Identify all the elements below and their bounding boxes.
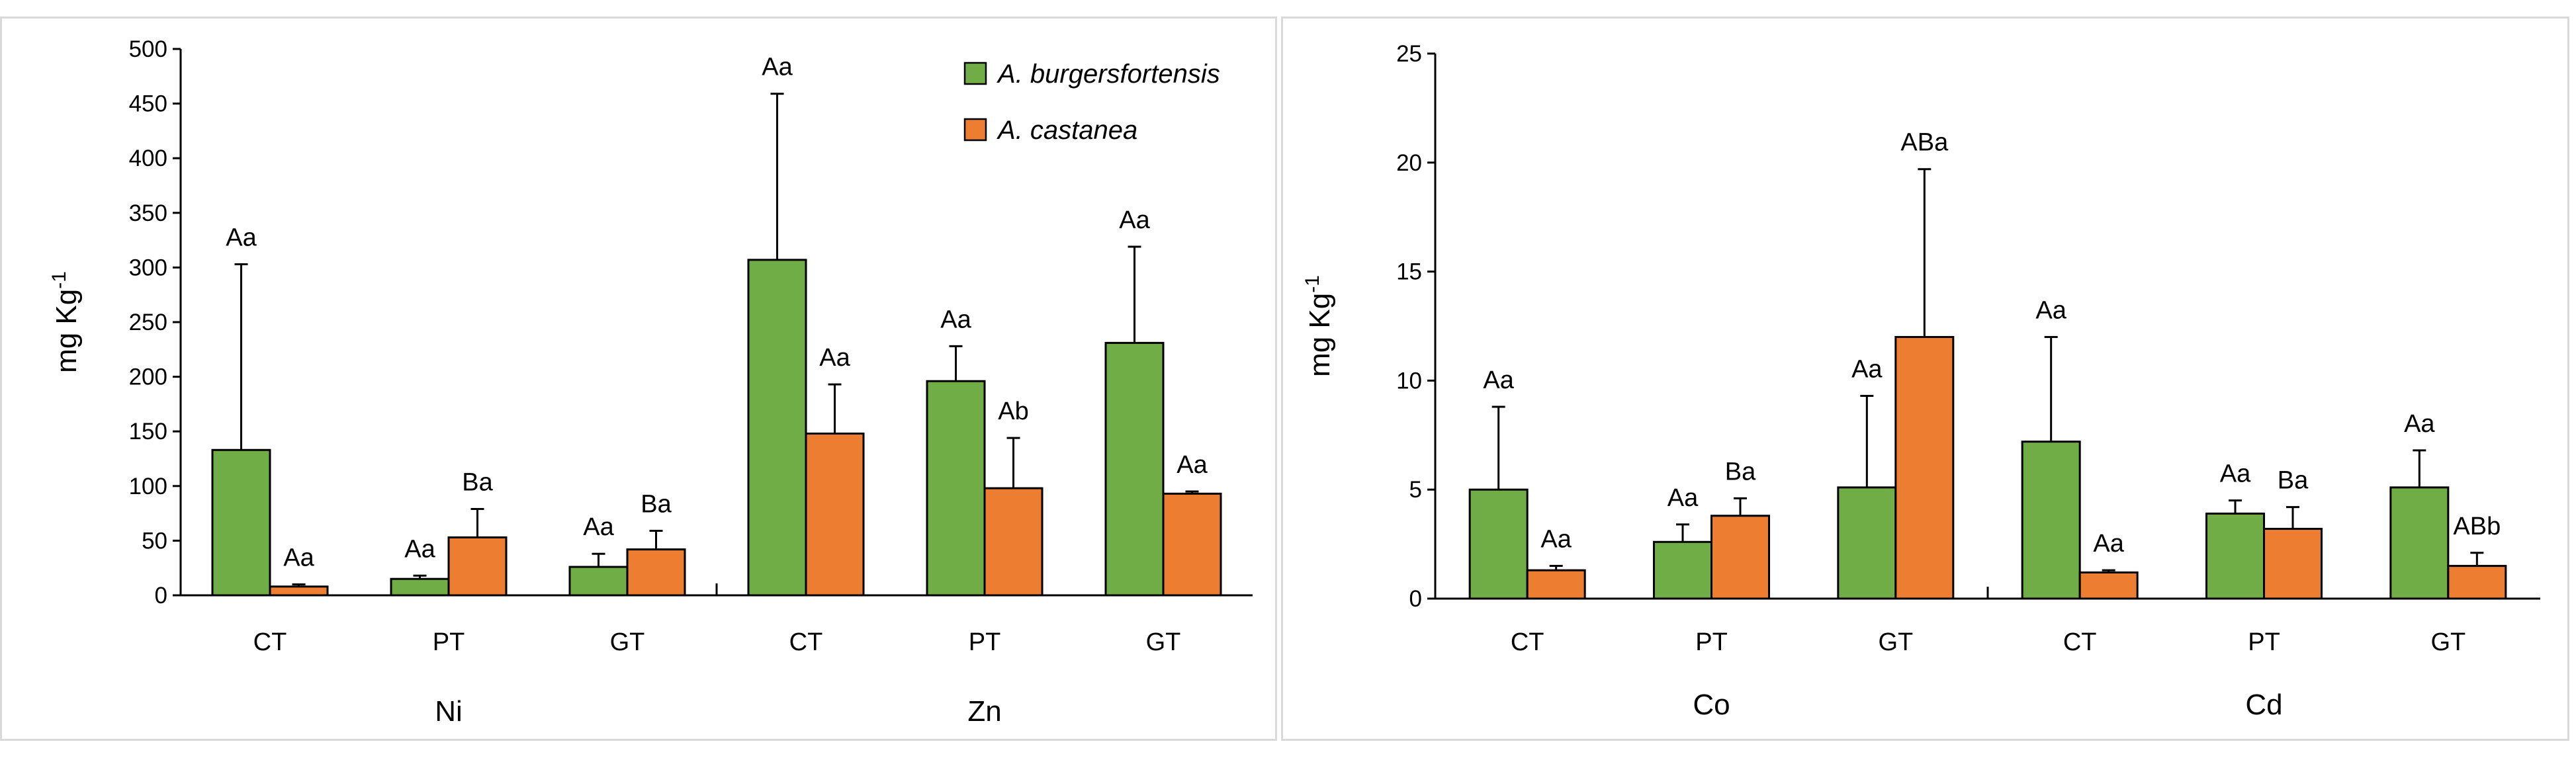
right-group-label: Cd [2245, 689, 2282, 721]
left-significance-label: Ba [641, 491, 672, 519]
left-y-tick-label: 250 [129, 310, 167, 335]
left-legend-swatch [963, 118, 987, 142]
right-significance-label: Ba [2278, 467, 2309, 495]
left-group-label: Ni [435, 695, 463, 728]
left-y-tick-label: 400 [129, 146, 167, 171]
right-bar [2205, 512, 2265, 600]
left-category-label: CT [253, 628, 287, 656]
right-significance-label: ABb [2453, 513, 2501, 540]
right-y-tick-label: 15 [1396, 259, 1422, 285]
right-y-tick-label: 20 [1396, 150, 1422, 176]
right-chart-svg: 0 5 10 15 20 25 mg Kg-1 CT Aa Aa PT Aa Ba GT Aa ABa Co CT… [1302, 41, 2540, 721]
right-bar [1837, 486, 1897, 600]
left-group-label: Zn [967, 695, 1001, 728]
left-significance-label: Ab [998, 398, 1028, 425]
left-bar [1104, 341, 1165, 597]
left-chart-svg: 0 50 100 150 200 250 300 350 400 450 500 mg Kg-1 CT A… [48, 36, 1253, 728]
right-bar [2078, 571, 2139, 600]
left-significance-label: Aa [583, 513, 614, 541]
right-y-tick-label: 5 [1409, 477, 1422, 503]
left-legend-swatch [963, 62, 987, 85]
left-bar [568, 566, 629, 597]
left-category-label: PT [969, 628, 1001, 656]
left-y-tick-label: 450 [129, 91, 167, 117]
left-significance-label: Aa [1177, 451, 1208, 479]
right-significance-label: Aa [1540, 526, 1572, 554]
right-y-tick-label: 0 [1409, 586, 1422, 612]
right-significance-label: Aa [2404, 410, 2435, 438]
right-category-label: GT [2430, 628, 2465, 656]
left-y-tick-label: 50 [142, 528, 167, 554]
left-y-tick-label: 100 [129, 474, 167, 499]
right-category-label: CT [1511, 628, 1544, 656]
right-y-tick-label: 25 [1396, 41, 1422, 67]
left-legend-label: A. burgersfortensis [997, 60, 1220, 89]
left-y-tick-label: 300 [129, 255, 167, 280]
right-significance-label: ABa [1900, 129, 1949, 157]
left-significance-label: Aa [819, 344, 850, 372]
left-bar [447, 536, 508, 597]
left-y-tick-label: 500 [129, 36, 167, 62]
right-category-label: GT [1878, 628, 1913, 656]
left-y-tick-label: 200 [129, 364, 167, 390]
right-category-label: PT [2248, 628, 2280, 656]
left-category-label: PT [433, 628, 465, 656]
left-significance-label: Aa [404, 535, 435, 563]
right-significance-label: Aa [1483, 366, 1514, 394]
right-bar [2263, 528, 2323, 600]
left-legend-label: A. castanea [997, 116, 1137, 145]
left-significance-label: Aa [762, 54, 793, 81]
left-significance-label: Aa [283, 544, 314, 571]
right-category-label: PT [1695, 628, 1728, 656]
left-category-label: GT [610, 628, 645, 656]
left-bar [269, 585, 329, 597]
right-bar [1710, 515, 1770, 600]
left-category-label: GT [1146, 628, 1181, 656]
left-y-tick-label: 350 [129, 200, 167, 226]
right-significance-label: Aa [1851, 355, 1883, 383]
right-significance-label: Aa [1667, 484, 1699, 512]
left-bar [1162, 492, 1222, 597]
right-bar [2389, 486, 2450, 600]
right-chart-panel: 0 5 10 15 20 25 mg Kg-1 CT Aa Aa PT Aa Ba GT Aa ABa Co CT… [1281, 17, 2569, 741]
left-y-axis-title: mg Kg-1 [48, 271, 83, 373]
left-bar [983, 487, 1044, 597]
right-group-label: Co [1693, 689, 1730, 721]
right-bar [1468, 488, 1529, 600]
left-bar [926, 380, 986, 597]
right-significance-label: Aa [2035, 296, 2066, 324]
left-bar [211, 448, 271, 597]
left-chart-panel: 0 50 100 150 200 250 300 350 400 450 500 mg Kg-1 CT A… [0, 17, 1277, 741]
right-category-label: CT [2063, 628, 2097, 656]
left-bar [805, 433, 865, 597]
left-significance-label: Ba [462, 468, 493, 496]
left-bar [390, 577, 450, 597]
right-significance-label: Ba [1725, 458, 1756, 486]
right-bar [2021, 441, 2081, 600]
right-y-axis-title: mg Kg-1 [1302, 275, 1336, 377]
left-significance-label: Aa [1119, 206, 1150, 234]
right-bar [1653, 540, 1712, 600]
right-bar [2447, 565, 2507, 600]
left-category-label: CT [789, 628, 823, 656]
left-significance-label: Aa [226, 224, 257, 251]
right-significance-label: Aa [2093, 530, 2124, 558]
right-significance-label: Aa [2220, 460, 2251, 488]
left-y-tick-label: 150 [129, 419, 167, 444]
left-bar [747, 259, 807, 597]
left-bar [626, 548, 686, 597]
left-y-tick-label: 0 [155, 583, 167, 609]
right-bar [1526, 569, 1586, 600]
right-bar [1894, 335, 1955, 600]
right-y-tick-label: 10 [1396, 368, 1422, 394]
left-significance-label: Aa [940, 306, 971, 333]
